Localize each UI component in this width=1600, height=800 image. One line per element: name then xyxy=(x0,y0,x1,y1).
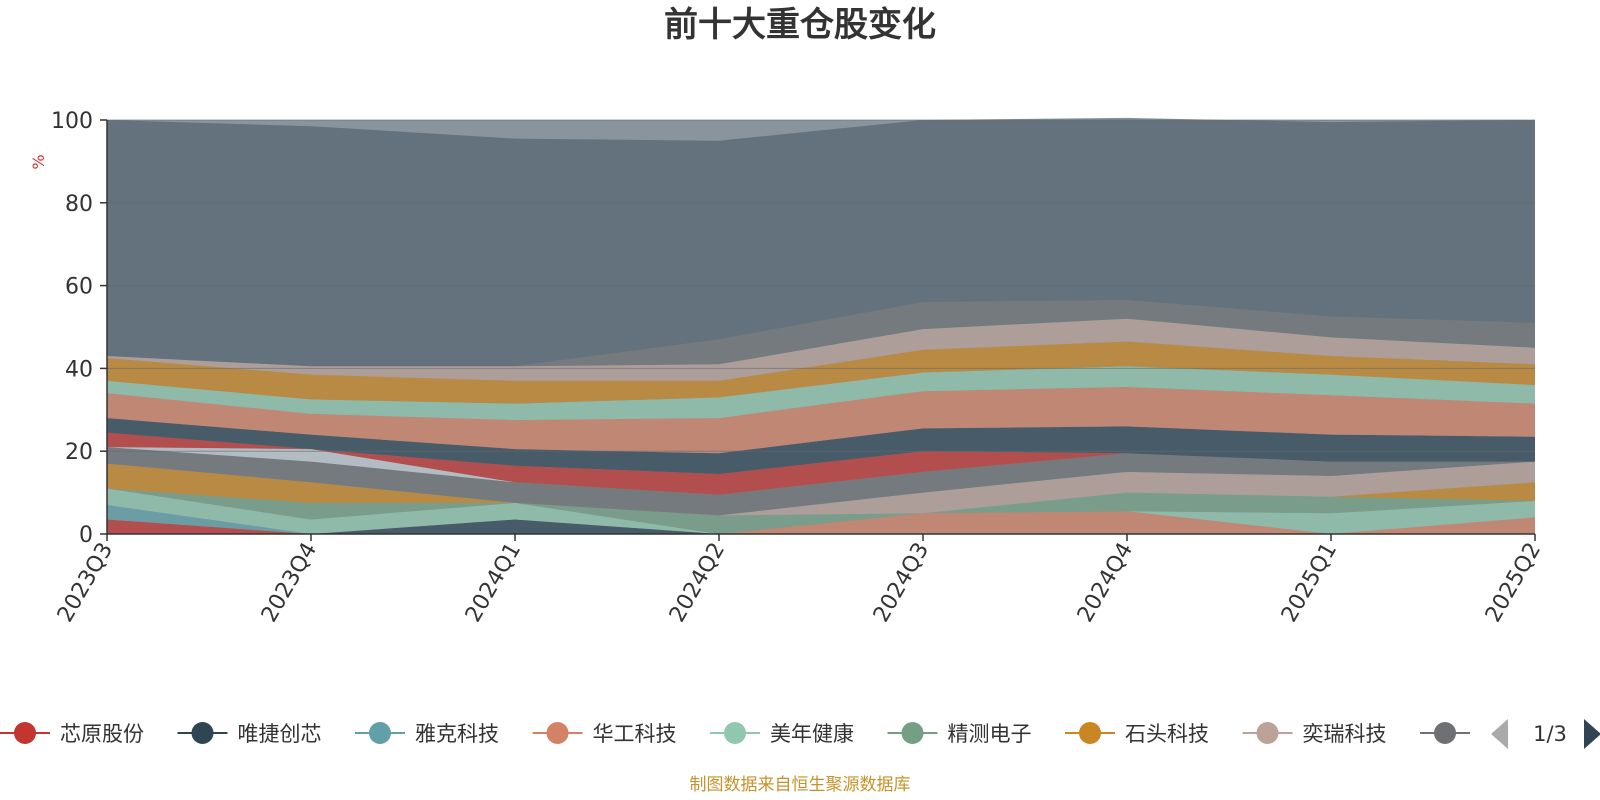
area-series-12[interactable] xyxy=(107,432,1535,495)
legend-label: 美年健康 xyxy=(770,722,854,746)
legend-label: 奕瑞科技 xyxy=(1303,722,1387,746)
area-series-15[interactable] xyxy=(107,366,1535,421)
legend-item[interactable]: 美年健康 xyxy=(710,722,854,746)
area-series-13[interactable] xyxy=(107,418,1535,474)
legend-label: 雅克科技 xyxy=(415,722,499,746)
x-tick-label: 2024Q4 xyxy=(1073,539,1138,627)
legend-marker-icon xyxy=(724,722,746,744)
x-tick-label: 2024Q3 xyxy=(869,539,934,627)
legend-item[interactable]: 石头科技 xyxy=(1065,722,1209,746)
legend-marker-icon xyxy=(1434,722,1456,744)
area-series-9[interactable] xyxy=(107,447,1535,516)
legend-item[interactable]: 华工科技 xyxy=(532,722,677,746)
legend-item[interactable]: 奕瑞科技 xyxy=(1242,722,1387,746)
legend-label: 华工科技 xyxy=(593,722,677,746)
legend-marker-icon xyxy=(191,722,214,744)
y-tick-label: 80 xyxy=(65,192,93,217)
y-tick-label: 40 xyxy=(65,357,93,382)
x-tick-label: 2023Q4 xyxy=(257,539,322,627)
area-series-14[interactable] xyxy=(107,387,1535,454)
area-series-18[interactable] xyxy=(107,300,1535,367)
area-series-7[interactable] xyxy=(107,463,1535,516)
area-series-16[interactable] xyxy=(107,341,1535,404)
legend-item[interactable]: 雅克科技 xyxy=(355,722,499,746)
x-tick-label: 2024Q2 xyxy=(665,539,730,627)
legend-label: 芯原股份 xyxy=(60,722,144,746)
legend-marker-icon xyxy=(14,722,36,744)
chart-title: 前十大重仓股变化 xyxy=(664,5,936,45)
legend-item-partial[interactable] xyxy=(1420,722,1470,744)
x-tick-label: 2024Q1 xyxy=(461,539,526,627)
y-tick-label: 100 xyxy=(51,109,93,134)
area-series-17[interactable] xyxy=(107,318,1535,381)
data-source-note: 制图数据来自恒生聚源数据库 xyxy=(690,775,911,795)
legend-item[interactable]: 唯捷创芯 xyxy=(177,722,322,746)
legend-label: 唯捷创芯 xyxy=(238,722,322,746)
legend-marker-icon xyxy=(546,722,569,744)
area-series-19[interactable] xyxy=(107,117,1535,367)
area-series-5[interactable] xyxy=(107,488,1535,535)
area-series-8[interactable] xyxy=(107,461,1535,516)
legend-marker-icon xyxy=(1256,722,1279,744)
area-series-4[interactable] xyxy=(107,505,1535,534)
x-tick-label: 2025Q2 xyxy=(1481,539,1546,627)
legend-item[interactable]: 精测电子 xyxy=(887,722,1032,746)
legend-prev-page-icon[interactable] xyxy=(1491,719,1508,749)
y-axis-unit: % xyxy=(29,154,48,169)
legend-item[interactable]: 芯原股份 xyxy=(0,722,144,746)
y-tick-label: 60 xyxy=(65,275,93,300)
legend-next-page-icon[interactable] xyxy=(1584,719,1600,749)
legend-marker-icon xyxy=(901,722,924,744)
y-tick-label: 20 xyxy=(65,440,93,465)
legend-label: 石头科技 xyxy=(1125,722,1209,746)
area-series-11[interactable] xyxy=(107,447,1535,495)
legend-marker-icon xyxy=(1079,722,1101,744)
x-tick-label: 2023Q3 xyxy=(53,539,118,627)
legend-label: 精测电子 xyxy=(948,722,1032,746)
y-tick-label: 0 xyxy=(79,523,93,548)
legend-page-indicator: 1/3 xyxy=(1533,722,1567,746)
area-series-1[interactable] xyxy=(107,519,1535,535)
area-series-6[interactable] xyxy=(107,488,1535,535)
legend-marker-icon xyxy=(369,722,391,744)
x-tick-label: 2025Q1 xyxy=(1277,539,1342,627)
